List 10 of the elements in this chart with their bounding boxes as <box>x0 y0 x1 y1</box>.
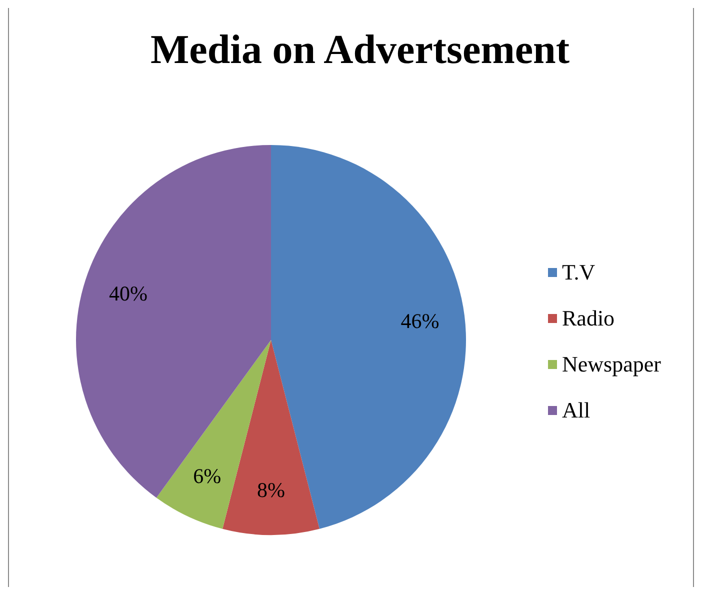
legend-label: Newspaper <box>562 352 662 376</box>
pie-slice <box>222 340 320 535</box>
data-label: 8% <box>257 478 285 502</box>
data-label: 46% <box>400 309 440 334</box>
data-label: 6% <box>193 464 222 488</box>
chart-title: Media on Advertsement <box>150 26 570 72</box>
data-label: 40% <box>108 282 148 306</box>
legend-label: T.V <box>562 260 596 284</box>
legend-label: Radio <box>562 306 615 330</box>
legend-label: All <box>562 398 590 422</box>
